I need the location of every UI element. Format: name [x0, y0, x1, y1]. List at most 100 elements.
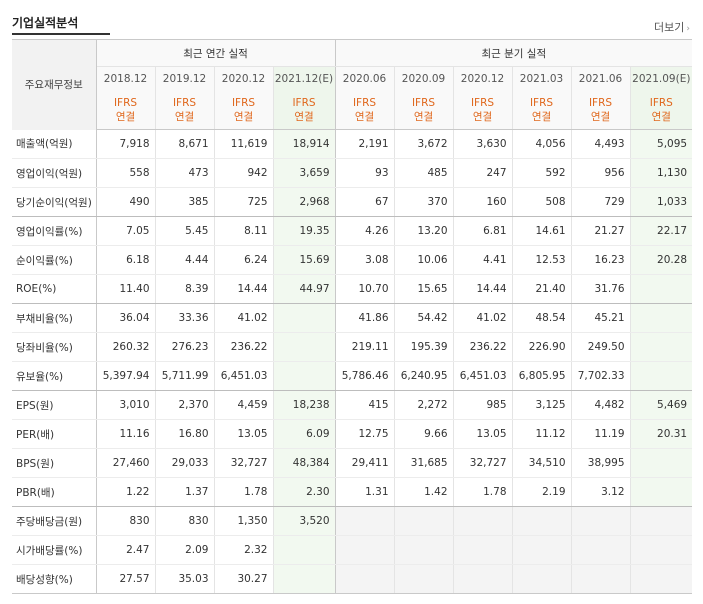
table-cell — [512, 535, 572, 565]
table-cell: 3,672 — [394, 129, 454, 159]
table-cell — [335, 506, 395, 536]
table-cell — [273, 564, 336, 594]
table-cell — [571, 535, 631, 565]
row-label: PER(배) — [12, 419, 97, 449]
table-cell: 9.66 — [394, 419, 454, 449]
table-cell: 30.27 — [214, 564, 274, 594]
table-row: 당좌비율(%) 260.32 276.23 236.22 219.11 195.39 236… — [12, 332, 693, 362]
more-link[interactable]: 더보기 › — [654, 19, 690, 35]
row-label: 매출액(억원) — [12, 129, 97, 159]
table-cell: 236.22 — [453, 332, 513, 362]
row-label: 주당배당금(원) — [12, 506, 97, 536]
table-cell: 7.05 — [96, 216, 156, 246]
table-cell: 6.18 — [96, 245, 156, 275]
period-header: 2020.06 — [335, 66, 395, 92]
table-cell: 4.44 — [155, 245, 215, 275]
table-cell: 13.20 — [394, 216, 454, 246]
table-cell: 485 — [394, 158, 454, 188]
table-cell: 13.05 — [214, 419, 274, 449]
table-cell: 4,493 — [571, 129, 631, 159]
table-cell: 13.05 — [453, 419, 513, 449]
period-header: 2021.09(E) — [630, 66, 693, 92]
table-cell — [394, 535, 454, 565]
table-cell: 3.12 — [571, 477, 631, 507]
table-cell — [630, 361, 693, 391]
table-cell: 32,727 — [453, 448, 513, 478]
row-label: PBR(배) — [12, 477, 97, 507]
table-cell: 20.31 — [630, 419, 693, 449]
table-cell: 956 — [571, 158, 631, 188]
table-cell — [453, 506, 513, 536]
table-cell: 31,685 — [394, 448, 454, 478]
table-cell: 12.75 — [335, 419, 395, 449]
table-cell: 942 — [214, 158, 274, 188]
ifrs-header: IFRS 연결 — [630, 91, 693, 130]
table-cell: 2,272 — [394, 390, 454, 420]
table-cell: 2.19 — [512, 477, 572, 507]
table-cell: 725 — [214, 187, 274, 217]
table-cell: 6,240.95 — [394, 361, 454, 391]
ifrs-label: IFRS — [231, 97, 256, 110]
period-header: 2020.12 — [453, 66, 513, 92]
table-cell — [453, 564, 513, 594]
row-label: 당좌비율(%) — [12, 332, 97, 362]
ifrs-label: IFRS — [172, 97, 197, 110]
row-label: EPS(원) — [12, 390, 97, 420]
table-cell: 8.39 — [155, 274, 215, 304]
table-cell: 415 — [335, 390, 395, 420]
table-cell: 10.06 — [394, 245, 454, 275]
table-cell: 370 — [394, 187, 454, 217]
period-header: 2020.12 — [214, 66, 274, 92]
table-row: 매출액(억원) 7,918 8,671 11,619 18,914 2,191 3,672 3… — [12, 129, 693, 159]
table-cell: 4.41 — [453, 245, 513, 275]
ifrs-header: IFRS 연결 — [335, 91, 395, 130]
row-label: BPS(원) — [12, 448, 97, 478]
table-cell: 12.53 — [512, 245, 572, 275]
table-cell: 41.86 — [335, 303, 395, 333]
table-row: 유보율(%) 5,397.94 5,711.99 6,451.03 5,786.46 6,… — [12, 361, 693, 391]
ifrs-header: IFRS 연결 — [453, 91, 513, 130]
financial-summary-table: 주요재무정보 최근 연간 실적 최근 분기 실적 2018.12 2019.12 2… — [12, 39, 693, 594]
table-cell: 1.22 — [96, 477, 156, 507]
table-cell — [630, 564, 693, 594]
table-cell: 3,520 — [273, 506, 336, 536]
table-cell: 2,370 — [155, 390, 215, 420]
table-cell: 16.80 — [155, 419, 215, 449]
table-cell: 38,995 — [571, 448, 631, 478]
ifrs-header: IFRS 연결 — [394, 91, 454, 130]
table-cell — [630, 332, 693, 362]
consolidated-label: 연결 — [354, 111, 375, 124]
table-cell: 1,350 — [214, 506, 274, 536]
table-cell: 7,702.33 — [571, 361, 631, 391]
table-cell: 16.23 — [571, 245, 631, 275]
table-cell: 508 — [512, 187, 572, 217]
table-row: BPS(원) 27,460 29,033 32,727 48,384 29,411 31,6… — [12, 448, 693, 478]
ifrs-header: IFRS 연결 — [512, 91, 572, 130]
table-cell: 2.09 — [155, 535, 215, 565]
table-cell: 31.76 — [571, 274, 631, 304]
table-row: 시가배당률(%) 2.47 2.09 2.32 — [12, 535, 693, 565]
table-cell: 2,191 — [335, 129, 395, 159]
period-header: 2020.09 — [394, 66, 454, 92]
table-cell: 15.65 — [394, 274, 454, 304]
table-row: PER(배) 11.16 16.80 13.05 6.09 12.75 9.66 13.05 1… — [12, 419, 693, 449]
ifrs-label: IFRS — [113, 97, 138, 110]
table-cell: 11.16 — [96, 419, 156, 449]
table-cell: 41.02 — [214, 303, 274, 333]
ifrs-label: IFRS — [352, 97, 377, 110]
table-cell: 11,619 — [214, 129, 274, 159]
table-cell: 260.32 — [96, 332, 156, 362]
period-header: 2018.12 — [96, 66, 156, 92]
period-header: 2021.06 — [571, 66, 631, 92]
row-header-label: 주요재무정보 — [12, 39, 97, 130]
table-cell: 32,727 — [214, 448, 274, 478]
table-cell: 4,482 — [571, 390, 631, 420]
table-cell: 4,459 — [214, 390, 274, 420]
table-cell: 2.30 — [273, 477, 336, 507]
table-cell: 1.42 — [394, 477, 454, 507]
ifrs-label: IFRS — [470, 97, 495, 110]
table-cell: 3,125 — [512, 390, 572, 420]
table-cell: 558 — [96, 158, 156, 188]
table-cell: 5,397.94 — [96, 361, 156, 391]
consolidated-label: 연결 — [115, 111, 136, 124]
